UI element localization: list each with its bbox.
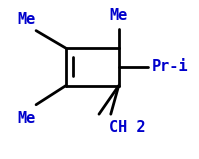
Text: Pr-i: Pr-i — [152, 59, 189, 74]
Text: Me: Me — [109, 8, 128, 23]
Text: Me: Me — [18, 13, 36, 28]
Text: Me: Me — [18, 111, 36, 126]
Text: CH 2: CH 2 — [109, 121, 145, 135]
